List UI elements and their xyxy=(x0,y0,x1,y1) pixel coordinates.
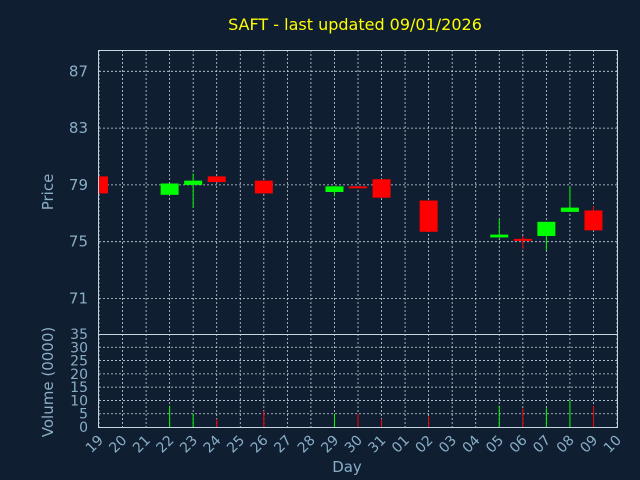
x-tick-label: 05 xyxy=(483,433,507,457)
candle-08 xyxy=(560,186,579,212)
x-tick-label: 01 xyxy=(389,433,413,457)
candle-19 xyxy=(98,176,108,194)
x-tick-label: 20 xyxy=(106,433,130,457)
x-tick-label: 23 xyxy=(177,433,201,457)
price-tick-label: 79 xyxy=(69,176,88,194)
candle-31 xyxy=(372,179,391,198)
x-tick-label: 25 xyxy=(224,433,248,457)
volume-tick-label: 5 xyxy=(79,407,88,423)
x-tick-label: 29 xyxy=(318,433,342,457)
x-tick-label: 10 xyxy=(601,433,625,457)
volume-tick-label: 35 xyxy=(70,327,88,343)
volume-axis-label: Volume (0000) xyxy=(39,327,57,437)
candle-30 xyxy=(349,186,367,189)
candle-body xyxy=(490,234,509,238)
candle-body xyxy=(184,180,203,185)
volume-tick-label: 15 xyxy=(70,380,88,396)
candle-body xyxy=(537,221,556,237)
candle-24 xyxy=(207,176,226,183)
candle-06 xyxy=(513,236,532,249)
x-tick-label: 26 xyxy=(248,432,272,456)
volume-tick-label: 20 xyxy=(70,367,88,383)
candle-23 xyxy=(184,173,203,208)
candle-29 xyxy=(325,186,344,197)
candle-02 xyxy=(419,200,438,232)
x-tick-label: 19 xyxy=(83,433,107,457)
volume-tick-label: 30 xyxy=(70,340,88,356)
x-tick-label: 28 xyxy=(295,433,319,457)
x-tick-label: 03 xyxy=(436,433,460,457)
volume-bars xyxy=(169,400,594,427)
candle-body xyxy=(254,180,273,194)
x-tick-label: 24 xyxy=(201,432,225,456)
price-tick-label: 87 xyxy=(69,62,88,80)
x-tick-label: 30 xyxy=(342,433,366,457)
volume-panel-frame xyxy=(98,334,618,428)
x-tick-label: 22 xyxy=(154,433,178,457)
candles xyxy=(98,173,603,251)
x-tick-label: 08 xyxy=(554,433,578,457)
volume-tick-label: 10 xyxy=(70,393,88,409)
candle-body xyxy=(207,176,226,183)
price-tick-label: 75 xyxy=(69,233,88,251)
candle-09 xyxy=(584,206,603,231)
x-tick-label: 02 xyxy=(413,433,437,457)
x-tick-label: 31 xyxy=(365,433,389,457)
price-tick-label: 71 xyxy=(69,290,88,308)
candle-body xyxy=(513,238,532,241)
candle-26 xyxy=(254,180,273,194)
price-axis-label: Price xyxy=(39,174,57,211)
x-axis: 19 20 21 22 23 24 25 26 27 28 29 30 31 01 02 03 04 05 06 07… xyxy=(83,432,625,456)
candle-07 xyxy=(537,221,556,251)
candle-body xyxy=(325,186,344,192)
candle-body xyxy=(99,176,108,194)
candle-body xyxy=(419,200,438,232)
price-tick-label: 83 xyxy=(69,119,88,137)
candle-body xyxy=(560,207,579,212)
volume-tick-label: 0 xyxy=(79,420,88,436)
candle-body xyxy=(160,183,179,195)
price-grid xyxy=(98,50,618,427)
candle-05 xyxy=(490,218,509,238)
x-tick-label: 04 xyxy=(460,432,484,456)
candle-body xyxy=(349,186,367,189)
volume-tick-label: 25 xyxy=(70,354,88,370)
candle-body xyxy=(584,210,603,231)
x-tick-label: 09 xyxy=(577,433,601,457)
x-tick-label: 21 xyxy=(130,433,154,457)
x-axis-label: Day xyxy=(332,458,362,476)
x-tick-label: 27 xyxy=(271,433,295,457)
x-tick-label: 07 xyxy=(530,433,554,457)
candle-body xyxy=(372,179,391,198)
price-y-axis: 71 75 79 83 87 xyxy=(69,62,88,307)
x-tick-label: 06 xyxy=(507,432,531,456)
chart-title: SAFT - last updated 09/01/2026 xyxy=(228,15,482,34)
candle-22 xyxy=(160,183,179,195)
